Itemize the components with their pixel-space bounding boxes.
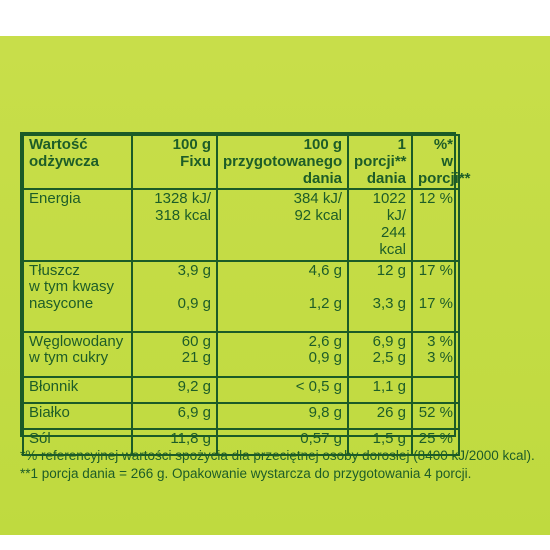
cell-portion: 1,1 g bbox=[347, 375, 413, 404]
table-row-carbohydrates: Węglowodany w tym cukry 60 g 21 g 2,6 g … bbox=[22, 330, 460, 378]
footnote-portion: **1 porcja dania = 266 g. Opakowanie wys… bbox=[20, 466, 472, 481]
header-percent: %* w porcji** bbox=[411, 133, 471, 191]
cell-fix-100g: 60 g 21 g bbox=[131, 330, 218, 378]
cell-percent: 3 % 3 % bbox=[411, 330, 460, 378]
cell-fix-100g: 11,8 g bbox=[131, 427, 218, 456]
table-row-energy: Energia 1328 kJ/ 318 kcal 384 kJ/ 92 kca… bbox=[22, 188, 460, 262]
header-nutrient: Wartość odżywcza bbox=[22, 133, 133, 191]
nutrition-panel: Wartość odżywcza 100 g Fixu 100 g przygo… bbox=[0, 36, 550, 535]
cell-portion: 6,9 g 2,5 g bbox=[347, 330, 413, 378]
cell-percent bbox=[411, 375, 460, 404]
cell-portion: 1022 kJ/ 244 kcal bbox=[347, 188, 413, 262]
cell-fix-100g: 6,9 g bbox=[131, 401, 218, 430]
cell-portion: 26 g bbox=[347, 401, 413, 430]
cell-portion: 1,5 g bbox=[347, 427, 413, 456]
cell-prepared-100g: 4,6 g 1,2 g bbox=[216, 259, 349, 333]
cell-prepared-100g: 2,6 g 0,9 g bbox=[216, 330, 349, 378]
cell-prepared-100g: 9,8 g bbox=[216, 401, 349, 430]
footnotes: *% referencyjnej wartości spożycia dla p… bbox=[20, 447, 540, 483]
table-row-protein: Białko 6,9 g 9,8 g 26 g 52 % bbox=[22, 401, 460, 430]
cell-percent: 25 % bbox=[411, 427, 460, 456]
nutrition-table-container: Wartość odżywcza 100 g Fixu 100 g przygo… bbox=[20, 132, 471, 456]
cell-fix-100g: 3,9 g 0,9 g bbox=[131, 259, 218, 333]
cell-fix-100g: 9,2 g bbox=[131, 375, 218, 404]
cell-percent: 52 % bbox=[411, 401, 460, 430]
cell-label: Tłuszcz w tym kwasy nasycone bbox=[22, 259, 133, 333]
header-portion: 1 porcji** dania bbox=[347, 133, 413, 191]
cell-prepared-100g: < 0,5 g bbox=[216, 375, 349, 404]
header-100g-fix: 100 g Fixu bbox=[131, 133, 218, 191]
cell-prepared-100g: 0,57 g bbox=[216, 427, 349, 456]
footnote-reference-intake: *% referencyjnej wartości spożycia dla p… bbox=[20, 448, 535, 463]
table-header-row: Wartość odżywcza 100 g Fixu 100 g przygo… bbox=[22, 133, 471, 191]
header-100g-prepared: 100 g przygotowanego dania bbox=[216, 133, 349, 191]
cell-fix-100g: 1328 kJ/ 318 kcal bbox=[131, 188, 218, 262]
cell-label: Węglowodany w tym cukry bbox=[22, 330, 133, 378]
table-row-fat: Tłuszcz w tym kwasy nasycone 3,9 g 0,9 g… bbox=[22, 259, 460, 333]
cell-percent: 17 % 17 % bbox=[411, 259, 460, 333]
table-row-salt: Sól 11,8 g 0,57 g 1,5 g 25 % bbox=[22, 427, 460, 456]
cell-percent: 12 % bbox=[411, 188, 460, 262]
cell-label: Energia bbox=[22, 188, 133, 262]
cell-label: Sól bbox=[22, 427, 133, 456]
cell-label: Białko bbox=[22, 401, 133, 430]
table-row-fibre: Błonnik 9,2 g < 0,5 g 1,1 g bbox=[22, 375, 460, 404]
cell-label: Błonnik bbox=[22, 375, 133, 404]
cell-portion: 12 g 3,3 g bbox=[347, 259, 413, 333]
cell-prepared-100g: 384 kJ/ 92 kcal bbox=[216, 188, 349, 262]
nutrition-table: Wartość odżywcza 100 g Fixu 100 g przygo… bbox=[22, 133, 471, 456]
